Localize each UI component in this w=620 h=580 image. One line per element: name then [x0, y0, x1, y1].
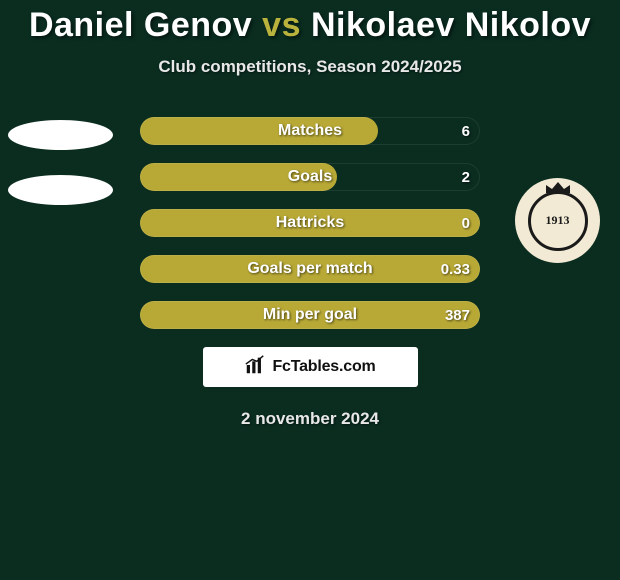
- crest-year: 1913: [546, 213, 570, 228]
- crest-ring: 1913: [528, 191, 588, 251]
- placeholder-ellipse: [8, 175, 113, 205]
- stat-row: Goals per match0.33: [140, 255, 480, 283]
- bar-chart-icon: [244, 354, 266, 381]
- stat-label: Goals per match: [140, 255, 480, 283]
- left-placeholder-stack: [8, 120, 113, 230]
- stat-label: Goals: [140, 163, 480, 191]
- snapshot-date: 2 november 2024: [0, 409, 620, 429]
- club-crest: 1913: [515, 178, 600, 263]
- competition-subtitle: Club competitions, Season 2024/2025: [0, 57, 620, 77]
- stat-value: 6: [462, 117, 470, 145]
- stat-label: Matches: [140, 117, 480, 145]
- stat-bars: Matches6Goals2Hattricks0Goals per match0…: [140, 117, 480, 329]
- site-badge: FcTables.com: [203, 347, 418, 387]
- stat-value: 387: [445, 301, 470, 329]
- site-label: FcTables.com: [272, 358, 375, 376]
- stat-row: Min per goal387: [140, 301, 480, 329]
- comparison-title: Daniel Genov vs Nikolaev Nikolov: [0, 0, 620, 45]
- stat-value: 0: [462, 209, 470, 237]
- stat-label: Min per goal: [140, 301, 480, 329]
- player1-name: Daniel Genov: [29, 6, 252, 44]
- player2-name: Nikolaev Nikolov: [311, 6, 591, 44]
- stat-value: 0.33: [441, 255, 470, 283]
- stat-row: Matches6: [140, 117, 480, 145]
- stat-row: Goals2: [140, 163, 480, 191]
- stat-value: 2: [462, 163, 470, 191]
- vs-label: vs: [262, 6, 301, 44]
- placeholder-ellipse: [8, 120, 113, 150]
- crown-icon: [544, 180, 572, 194]
- stat-row: Hattricks0: [140, 209, 480, 237]
- stat-label: Hattricks: [140, 209, 480, 237]
